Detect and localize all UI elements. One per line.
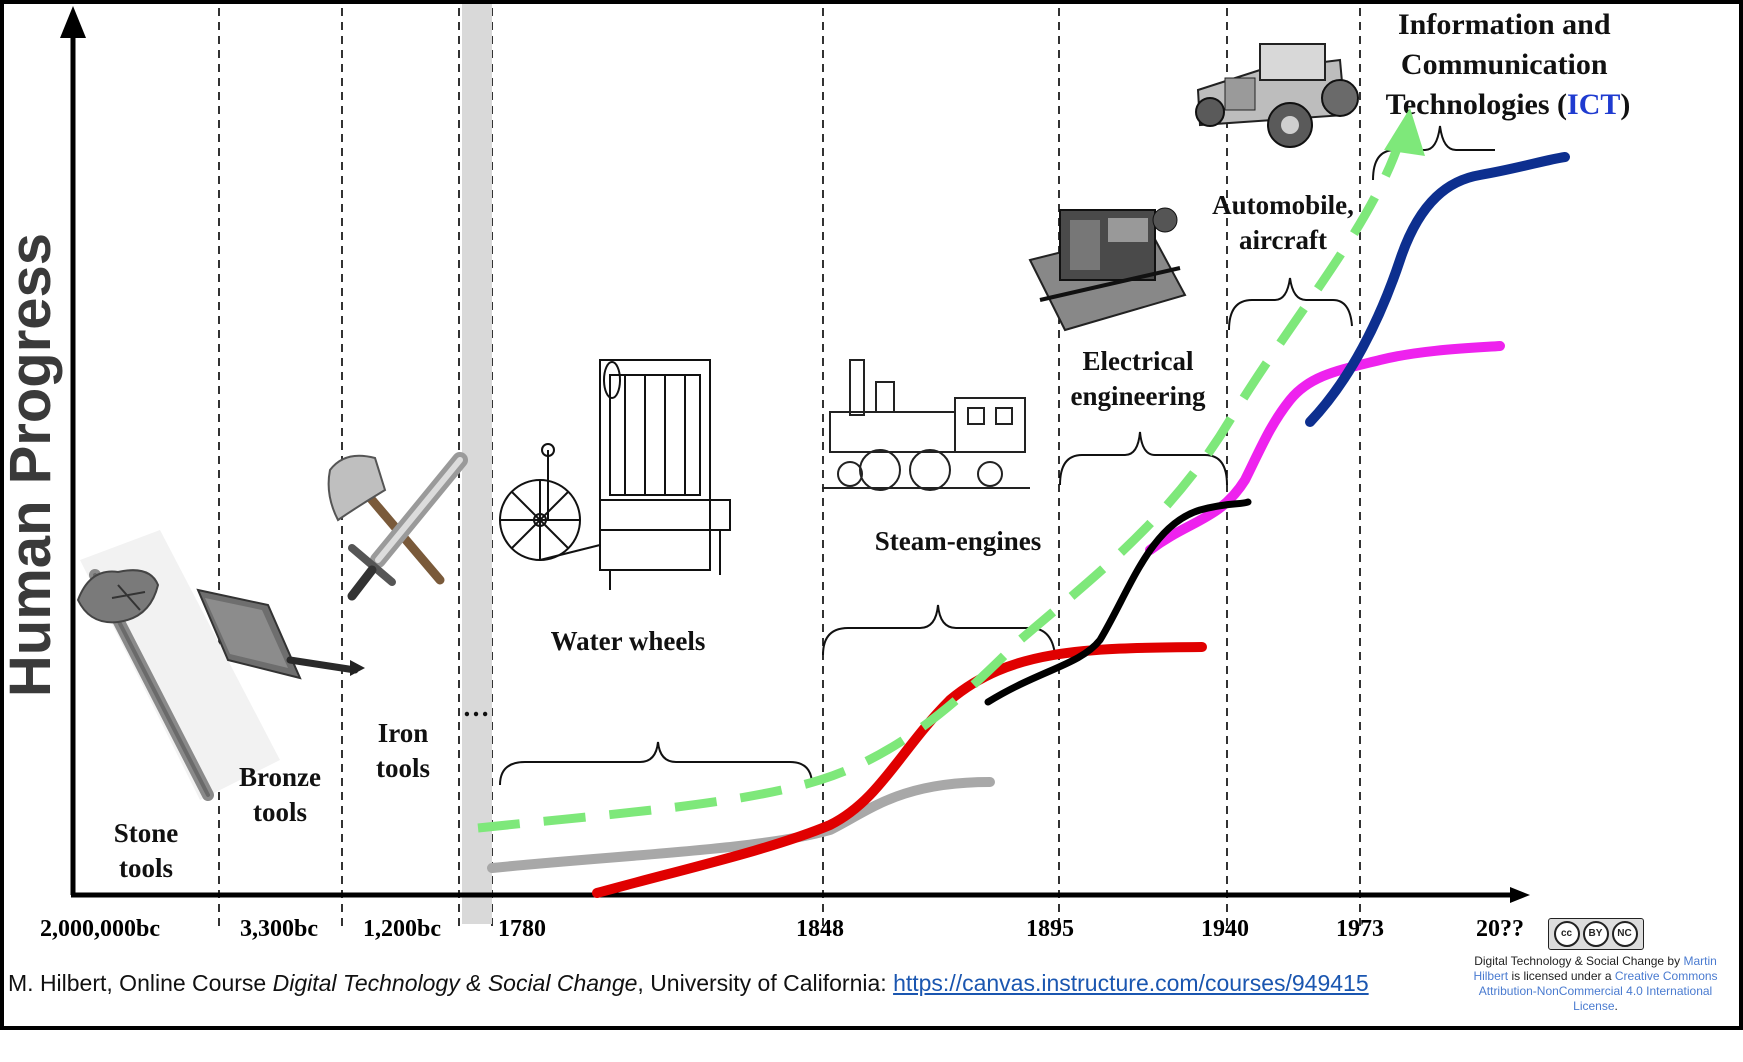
automobile-curve <box>1145 341 1505 555</box>
y-axis-arrow-icon <box>60 6 86 38</box>
automobile-aircraft-label: Automobile, aircraft <box>1212 190 1354 255</box>
ellipsis-label: … <box>463 692 490 722</box>
license-text-3: . <box>1614 999 1618 1013</box>
steam-locomotive-icon <box>822 359 1030 491</box>
cc-license-badge[interactable]: cc BY NC <box>1547 918 1644 950</box>
x-tick-20xx: 20?? <box>1476 916 1524 942</box>
caption-prefix: M. Hilbert, Online Course <box>8 970 273 996</box>
ict-curve <box>1305 152 1570 427</box>
electric-generator-icon <box>1028 207 1187 332</box>
x-tick-1940: 1940 <box>1201 916 1249 942</box>
x-tick-3300bc: 3,300bc <box>240 916 318 942</box>
automobile-brace <box>1228 277 1353 331</box>
x-tick-1200bc: 1,200bc <box>363 916 441 942</box>
x-tick-1780: 1780 <box>498 916 546 942</box>
steam-engines-brace <box>822 604 1056 656</box>
figure-frame <box>0 0 1743 1030</box>
stone-axe-icon <box>76 530 280 801</box>
water-wheels-brace <box>499 741 813 786</box>
bronze-axe-icon <box>196 588 365 680</box>
x-tick-1848: 1848 <box>796 916 844 942</box>
source-caption: M. Hilbert, Online Course Digital Techno… <box>8 970 1458 997</box>
electrical-engineering-curve <box>984 498 1252 706</box>
caption-middle: , University of California: <box>637 970 894 996</box>
water-wheels-label: Water wheels <box>551 626 706 656</box>
license-text-1: Digital Technology & Social Change by <box>1474 954 1684 968</box>
steam-engines-curve <box>592 642 1207 898</box>
time-break-bar <box>462 4 492 924</box>
vintage-automobile-icon <box>1195 43 1359 148</box>
electrical-brace <box>1059 431 1228 486</box>
by-icon: BY <box>1582 921 1609 947</box>
x-tick-1895: 1895 <box>1026 916 1074 942</box>
trend-arrowhead-icon <box>1384 108 1425 156</box>
caption-course: Digital Technology & Social Change <box>272 970 638 996</box>
y-axis-label: Human Progress <box>0 233 63 697</box>
water-frame-machine-icon <box>499 359 731 590</box>
steam-engines-label: Steam-engines <box>875 526 1041 556</box>
electrical-engineering-label: Electrical engineering <box>1071 346 1206 411</box>
x-axis-arrow-icon <box>1510 887 1530 903</box>
ict-label: Information and Communication Technologi… <box>1386 8 1631 121</box>
era-braces <box>499 125 1495 786</box>
license-notice: cc BY NC Digital Technology & Social Cha… <box>1458 918 1733 1013</box>
x-tick-1973: 1973 <box>1336 916 1384 942</box>
stone-tools-label: Stone tools <box>114 818 179 883</box>
bronze-tools-label: Bronze tools <box>239 762 321 827</box>
author-link[interactable]: Martin Hilbert <box>1473 954 1717 983</box>
overall-progress-trend <box>477 138 1405 833</box>
iron-axe-and-sword-icon <box>327 452 468 601</box>
course-link[interactable]: https://canvas.instructure.com/courses/9… <box>893 970 1369 996</box>
license-text-2: is licensed under a <box>1508 969 1615 983</box>
ict-brace <box>1372 125 1495 181</box>
cc-icon: cc <box>1553 921 1580 947</box>
x-tick-2000000bc: 2,000,000bc <box>40 916 160 942</box>
ict-acronym: ICT <box>1567 88 1620 121</box>
iron-tools-label: Iron tools <box>376 718 430 783</box>
license-link[interactable]: Creative Commons Attribution-NonCommerci… <box>1478 969 1718 1013</box>
nc-icon: NC <box>1611 921 1638 947</box>
